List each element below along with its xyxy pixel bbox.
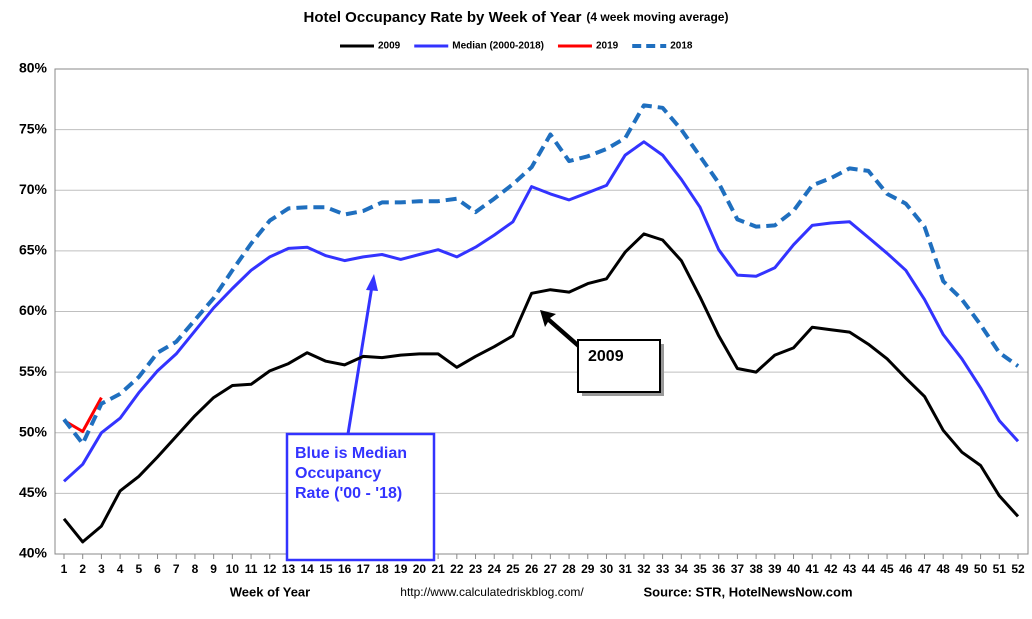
x-tick-label: 21 [431,562,445,576]
annotation-arrow-line [346,285,374,435]
x-tick-label: 24 [488,562,502,576]
series-line [62,140,1020,483]
x-tick-label: 49 [955,562,969,576]
x-tick-label: 15 [319,562,333,576]
x-tick-label: 50 [974,562,988,576]
x-tick-label: 8 [192,562,199,576]
series-line [62,232,1020,544]
x-tick-label: 26 [525,562,539,576]
x-tick-label: 36 [712,562,726,576]
x-tick-label: 19 [394,562,408,576]
x-tick-label: 45 [880,562,894,576]
x-tick-label: 16 [338,562,352,576]
annotation-text: Rate ('00 - '18) [295,485,402,502]
x-tick-label: 27 [544,562,558,576]
x-tick-label: 39 [768,562,782,576]
y-tick-label: 50% [19,423,48,439]
x-tick-label: 17 [357,562,371,576]
x-tick-label: 9 [210,562,217,576]
x-tick-label: 52 [1011,562,1025,576]
x-tick-label: 23 [469,562,483,576]
source-url: http://www.calculatedriskblog.com/ [400,585,584,599]
annotation-text: Blue is Median [295,445,407,462]
x-tick-label: 47 [918,562,932,576]
y-tick-label: 70% [19,181,48,197]
annotation-text: Occupancy [295,465,381,482]
x-tick-label: 4 [117,562,124,576]
x-tick-label: 34 [675,562,689,576]
x-tick-label: 31 [618,562,632,576]
chart-subtitle: (4 week moving average) [586,10,728,24]
x-tick-label: 12 [263,562,277,576]
y-tick-label: 75% [19,120,48,136]
legend-label: 2018 [670,41,693,52]
annotation-arrow [540,310,582,350]
legend-label: 2019 [596,41,619,52]
x-tick-label: 20 [413,562,427,576]
x-axis-label: Week of Year [230,584,310,599]
x-tick-label: 14 [300,562,314,576]
annotation-box [577,339,661,393]
x-tick-label: 38 [749,562,763,576]
x-tick-label: 11 [245,562,258,576]
annotation-text: 2009 [588,348,624,365]
x-tick-label: 35 [693,562,707,576]
x-tick-label: 13 [282,562,296,576]
annotation-median: Blue is Median Occupancy Rate ('00 - '18) [285,274,436,562]
y-tick-label: 55% [19,363,48,379]
y-tick-label: 40% [19,545,48,561]
annotation-arrow-head [366,274,378,291]
x-tick-label: 33 [656,562,670,576]
annotation-2009: 2009 [540,310,664,396]
x-tick-label: 30 [600,562,614,576]
x-tick-label: 6 [154,562,161,576]
x-tick-label: 7 [173,562,180,576]
x-tick-label: 25 [506,562,520,576]
y-tick-label: 80% [19,60,48,76]
x-tick-label: 29 [581,562,595,576]
legend: 2009 Median (2000-2018) 2019 2018 [340,41,693,52]
x-tick-label: 18 [375,562,389,576]
x-tick-label: 3 [98,562,105,576]
x-tick-label: 37 [731,562,745,576]
x-tick-label: 41 [806,562,820,576]
x-tick-label: 1 [61,562,68,576]
x-tick-label: 28 [562,562,576,576]
chart-title-group: Hotel Occupancy Rate by Week of Year (4 w… [304,9,729,26]
x-tick-label: 10 [226,562,240,576]
chart-title: Hotel Occupancy Rate by Week of Year [304,9,582,26]
y-tick-label: 45% [19,484,48,500]
x-tick-label: 40 [787,562,801,576]
legend-label: 2009 [378,41,401,52]
plot-border [54,68,1029,555]
source: Source: STR, HotelNewsNow.com [644,584,853,599]
x-tick-label: 43 [843,562,857,576]
x-tick-label: 42 [824,562,838,576]
x-tick-label: 2 [79,562,86,576]
x-tick-label: 51 [993,562,1007,576]
x-tick-label: 22 [450,562,464,576]
y-tick-label: 65% [19,242,48,258]
x-tick-label: 46 [899,562,913,576]
x-tick-label: 5 [135,562,142,576]
series-line [62,103,1020,446]
x-tick-label: 48 [936,562,950,576]
y-tick-label: 60% [19,302,48,318]
legend-label: Median (2000-2018) [452,41,544,52]
x-tick-label: 44 [862,562,876,576]
annotation-box [285,432,436,562]
x-tick-label: 32 [637,562,651,576]
